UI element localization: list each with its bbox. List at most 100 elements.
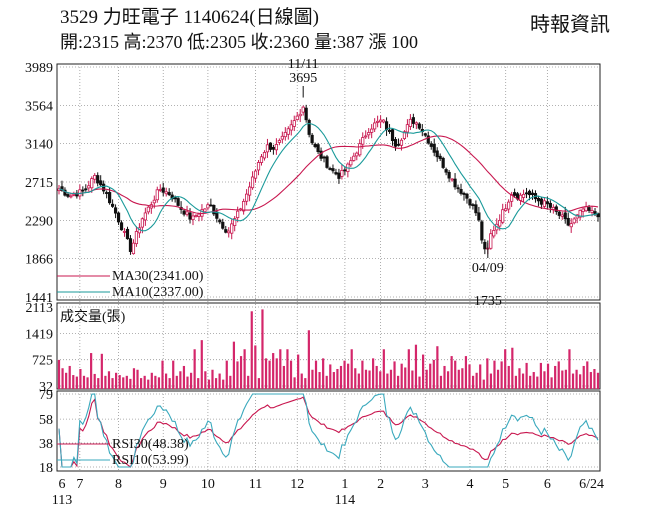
- volume-bar: [564, 369, 567, 389]
- candle-body: [313, 143, 317, 147]
- candle-body: [259, 156, 264, 163]
- volume-bar: [432, 359, 435, 389]
- volume-bar: [375, 365, 378, 389]
- volume-bar: [147, 379, 150, 389]
- price-tick-label: 1441: [25, 291, 53, 306]
- candle-body: [84, 188, 88, 191]
- candle-body: [387, 129, 392, 132]
- candle-body: [72, 194, 76, 196]
- volume-bar: [61, 368, 64, 389]
- volume-bar: [225, 360, 228, 389]
- volume-bar: [561, 370, 564, 389]
- candle-body: [155, 189, 159, 201]
- volume-bar: [446, 371, 450, 389]
- candle-body: [590, 210, 594, 213]
- candle-body: [471, 204, 475, 207]
- candle-body: [221, 221, 225, 229]
- candle-body: [295, 115, 299, 120]
- candle-body: [116, 212, 121, 223]
- volume-bar: [482, 379, 485, 389]
- candle-body: [316, 144, 320, 153]
- candle-body: [489, 233, 493, 249]
- candle-body: [188, 212, 192, 220]
- candle-body: [185, 211, 189, 215]
- rsi30-legend-label: RSI30(48.38): [112, 437, 189, 452]
- volume-bar: [72, 375, 75, 389]
- candle-body: [435, 150, 439, 158]
- candle-body: [548, 202, 552, 208]
- volume-tick-label: 2113: [26, 301, 53, 316]
- candle-body: [66, 194, 70, 197]
- volume-bar: [354, 368, 357, 389]
- ohlc-summary: 開:2315 高:2370 低:2305 收:2360 量:387 漲 100: [60, 32, 419, 52]
- candle-body: [530, 192, 535, 196]
- volume-bar: [275, 358, 278, 389]
- volume-bar: [397, 375, 400, 389]
- volume-bar: [279, 349, 282, 389]
- candle-body: [447, 171, 451, 179]
- volume-bar: [407, 349, 410, 389]
- candle-body: [322, 156, 326, 159]
- price-tick-label: 3564: [25, 99, 53, 114]
- candle-body: [399, 139, 404, 146]
- candle-body: [367, 132, 371, 136]
- candle-body: [262, 152, 267, 159]
- candle-body: [507, 201, 511, 210]
- candle-body: [230, 223, 234, 234]
- price-tick-label: 1866: [25, 253, 53, 268]
- candle-body: [158, 189, 162, 191]
- volume-bar: [300, 373, 303, 389]
- candle-body: [131, 242, 136, 255]
- volume-bar: [268, 360, 271, 389]
- candle-body: [468, 199, 472, 206]
- candle-body: [191, 215, 195, 221]
- candle-body: [542, 200, 546, 207]
- candle-body: [483, 241, 487, 250]
- volume-bar: [239, 356, 243, 389]
- volume-bar: [232, 341, 236, 389]
- x-tick-label: 10: [201, 477, 215, 492]
- candle-body: [253, 170, 258, 179]
- candle-body: [423, 133, 427, 136]
- volume-bar: [386, 373, 389, 389]
- volume-bar: [207, 379, 211, 389]
- volume-bar: [332, 372, 335, 389]
- candle-body: [206, 204, 210, 209]
- candle-body: [271, 147, 276, 150]
- volume-bar: [182, 365, 186, 389]
- candle-body: [340, 169, 344, 177]
- volume-bar: [421, 354, 425, 389]
- candle-body: [524, 192, 529, 195]
- candle-body: [566, 217, 570, 226]
- volume-bar: [172, 360, 175, 389]
- candle-body: [334, 172, 338, 175]
- x-tick-label: 4: [466, 477, 473, 492]
- volume-bar: [286, 349, 289, 389]
- candle-body: [161, 187, 165, 193]
- candle-body: [343, 169, 347, 172]
- candle-body: [438, 155, 442, 159]
- volume-bar: [504, 349, 507, 389]
- volume-bar: [65, 372, 68, 389]
- volume-bar: [118, 375, 121, 389]
- candle-body: [63, 189, 67, 196]
- volume-bar: [318, 372, 321, 389]
- volume-bar: [122, 377, 125, 389]
- volume-bar: [443, 365, 446, 389]
- candle-body: [307, 119, 311, 135]
- price-tick-label: 3989: [25, 61, 53, 76]
- candle-body: [432, 143, 436, 153]
- candle-body: [310, 134, 314, 144]
- candle-body: [69, 195, 73, 198]
- candle-body: [256, 162, 261, 171]
- volume-bar: [479, 364, 482, 389]
- volume-bar: [554, 365, 557, 389]
- volume-bar: [125, 375, 128, 389]
- candle-body: [247, 186, 252, 196]
- ma10-legend-label: MA10(2337.00): [112, 285, 204, 300]
- volume-bar: [496, 369, 500, 389]
- candle-body: [349, 160, 353, 166]
- volume-bar: [389, 369, 393, 389]
- volume-bar: [489, 373, 493, 389]
